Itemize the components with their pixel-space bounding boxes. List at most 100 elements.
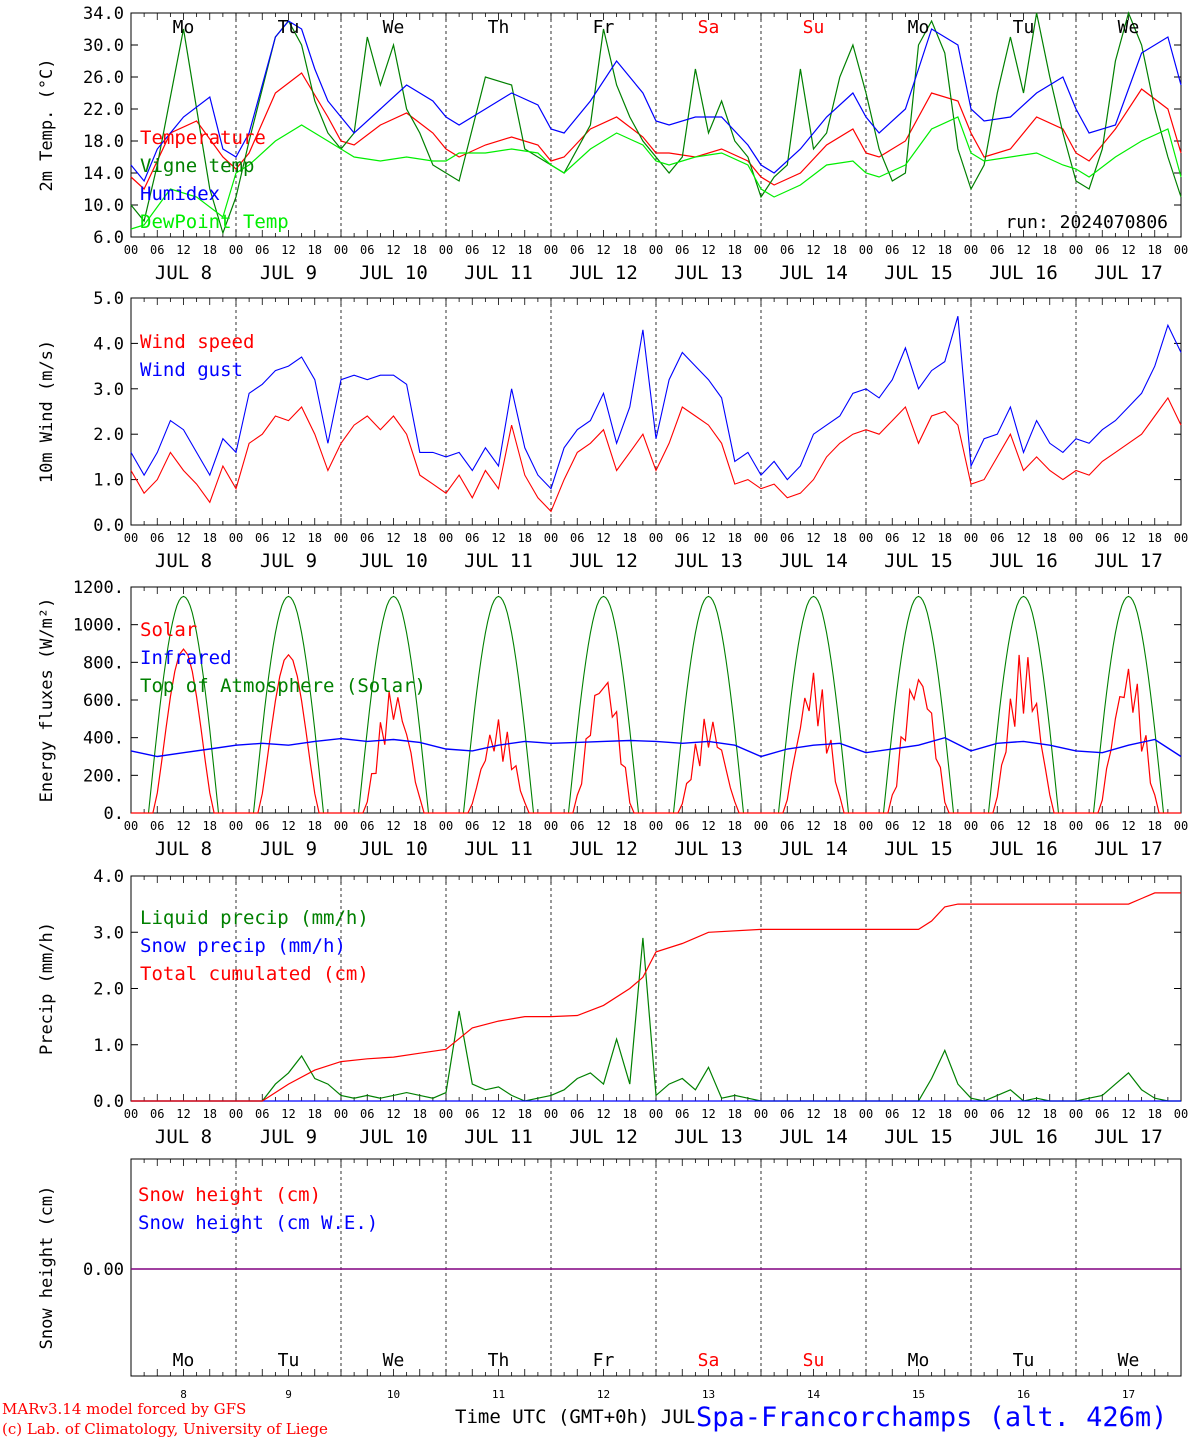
energy-top-of-atmosphere-solar--line: [1076, 595, 1181, 814]
wind-hour-label: 06: [675, 531, 689, 545]
wind-legend-wind-speed: Wind speed: [140, 331, 254, 353]
temperature-hour-label: 06: [465, 243, 479, 257]
energy-legend-top-of-atmosphere-solar-: Top of Atmosphere (Solar): [140, 675, 426, 697]
weekday-label: Mo: [908, 17, 930, 38]
energy-hour-label: 18: [518, 819, 532, 833]
temperature-hour-label: 18: [728, 243, 742, 257]
wind-hour-label: 18: [833, 531, 847, 545]
temperature-y-tick-label: 10.0: [83, 196, 124, 216]
precip-hour-label: 12: [806, 1107, 820, 1121]
energy-top-of-atmosphere-solar--line: [236, 595, 341, 814]
temperature-hour-label: 18: [518, 243, 532, 257]
energy-date-label: JUL 8: [155, 838, 212, 860]
wind-hour-label: 00: [964, 531, 978, 545]
energy-hour-label: 00: [229, 819, 243, 833]
wind-date-label: JUL 16: [989, 550, 1058, 572]
temperature-hour-label: 00: [124, 243, 138, 257]
wind-hour-label: 06: [780, 531, 794, 545]
temperature-hour-label: 00: [1174, 243, 1188, 257]
energy-hour-label: 18: [1043, 819, 1057, 833]
temperature-hour-label: 12: [596, 243, 610, 257]
wind-hour-label: 06: [885, 531, 899, 545]
temperature-date-label: JUL 16: [989, 262, 1058, 284]
precip-date-label: JUL 9: [260, 1126, 317, 1148]
wind-hour-label: 12: [806, 531, 820, 545]
wind-y-axis-label: 10m Wind (m/s): [37, 340, 57, 483]
energy-hour-label: 06: [570, 819, 584, 833]
temperature-hour-label: 00: [859, 243, 873, 257]
energy-date-label: JUL 12: [569, 838, 638, 860]
energy-infrared-line: [130, 736, 1182, 758]
precip-hour-label: 12: [176, 1107, 190, 1121]
energy-top-of-atmosphere-solar--line: [551, 595, 656, 814]
snow-weekday-label: Su: [803, 1350, 825, 1371]
temperature-y-tick-label: 6.0: [93, 228, 124, 248]
wind-wind-speed-line: [130, 396, 1182, 513]
wind-hour-label: 18: [938, 531, 952, 545]
temperature-vigne-temp-line: [130, 11, 1182, 235]
precip-hour-label: 18: [938, 1107, 952, 1121]
energy-hour-label: 00: [754, 819, 768, 833]
energy-hour-label: 06: [990, 819, 1004, 833]
temperature-legend-humidex: Humidex: [140, 183, 220, 205]
precip-date-label: JUL 12: [569, 1126, 638, 1148]
temperature-hour-label: 18: [1043, 243, 1057, 257]
energy-hour-label: 00: [334, 819, 348, 833]
wind-hour-label: 06: [150, 531, 164, 545]
energy-hour-label: 00: [859, 819, 873, 833]
snow-day-number: 9: [285, 1388, 292, 1401]
precip-hour-label: 12: [386, 1107, 400, 1121]
precip-hour-label: 00: [649, 1107, 663, 1121]
precip-date-label: JUL 14: [779, 1126, 848, 1148]
energy-hour-label: 06: [255, 819, 269, 833]
temperature-hour-label: 18: [833, 243, 847, 257]
energy-hour-label: 06: [885, 819, 899, 833]
precip-hour-label: 06: [675, 1107, 689, 1121]
temperature-frame: [130, 12, 1182, 238]
energy-solar-line: [866, 678, 971, 814]
temperature-hour-label: 12: [701, 243, 715, 257]
temperature-hour-label: 06: [570, 243, 584, 257]
wind-hour-label: 00: [124, 531, 138, 545]
temperature-date-label: JUL 9: [260, 262, 317, 284]
snow-weekday-label: Sa: [698, 1350, 720, 1371]
energy-solar-line: [656, 718, 761, 814]
energy-solar-line: [551, 681, 656, 814]
wind-hour-label: 18: [308, 531, 322, 545]
wind-y-tick-label: 4.0: [93, 334, 124, 354]
precip-date-label: JUL 11: [464, 1126, 533, 1148]
temperature-y-tick-label: 30.0: [83, 36, 124, 56]
temperature-date-label: JUL 13: [674, 262, 743, 284]
temperature-hour-label: 12: [806, 243, 820, 257]
precip-y-tick-label: 1.0: [93, 1036, 124, 1056]
precip-total-cumulated-cm--line: [131, 892, 1181, 1102]
snow-day-number: 17: [1122, 1388, 1135, 1401]
precip-hour-label: 18: [833, 1107, 847, 1121]
precip-hour-label: 12: [701, 1107, 715, 1121]
precip-hour-label: 00: [1174, 1107, 1188, 1121]
wind-date-label: JUL 11: [464, 550, 533, 572]
precip-hour-label: 00: [754, 1107, 768, 1121]
energy-hour-label: 18: [203, 819, 217, 833]
energy-hour-label: 06: [1095, 819, 1109, 833]
precip-legend-total-cumulated-cm-: Total cumulated (cm): [140, 963, 369, 985]
temperature-hour-label: 12: [176, 243, 190, 257]
wind-hour-label: 12: [911, 531, 925, 545]
temperature-hour-label: 12: [911, 243, 925, 257]
energy-top-of-atmosphere-solar--line: [761, 595, 866, 814]
temperature-legend-temperature: Temperature: [140, 127, 266, 149]
temperature-hour-label: 12: [491, 243, 505, 257]
wind-hour-label: 18: [413, 531, 427, 545]
energy-hour-label: 12: [596, 819, 610, 833]
wind-date-label: JUL 14: [779, 550, 848, 572]
wind-date-label: JUL 8: [155, 550, 212, 572]
temperature-hour-label: 00: [334, 243, 348, 257]
precip-y-tick-label: 2.0: [93, 980, 124, 1000]
energy-y-axis-label: Energy fluxes (W/m²): [37, 598, 57, 803]
wind-y-tick-label: 0.0: [93, 516, 124, 536]
energy-hour-label: 12: [1121, 819, 1135, 833]
temperature-date-label: JUL 10: [359, 262, 428, 284]
energy-solar-line: [1076, 668, 1181, 814]
precip-hour-label: 06: [780, 1107, 794, 1121]
temperature-hour-label: 18: [308, 243, 322, 257]
